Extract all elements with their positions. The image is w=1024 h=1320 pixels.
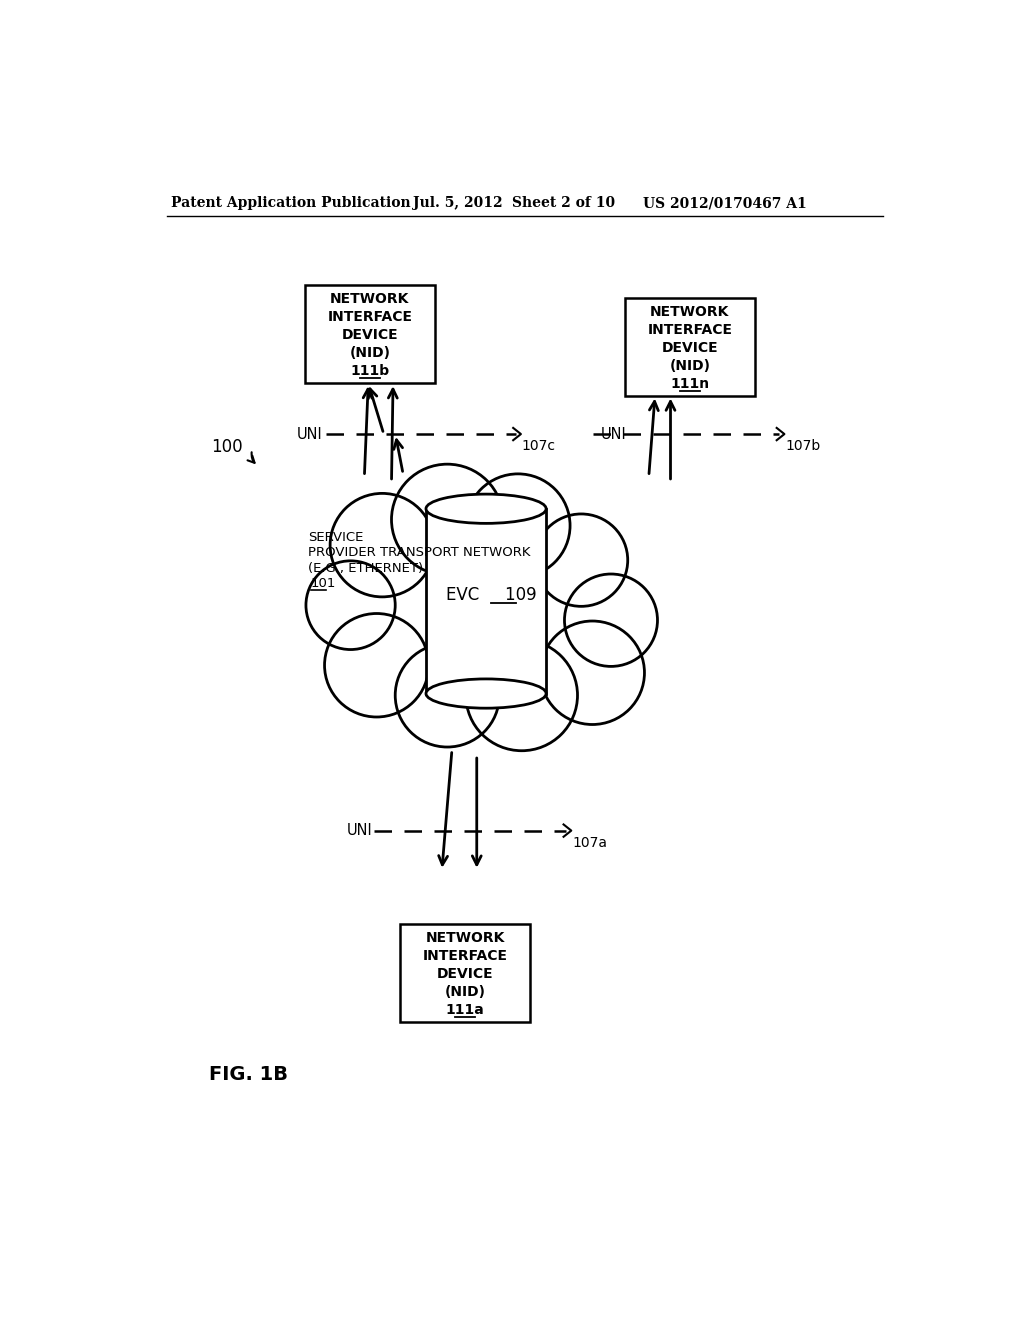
Circle shape bbox=[535, 513, 628, 606]
Circle shape bbox=[541, 620, 644, 725]
Bar bbox=[400, 924, 530, 1022]
Ellipse shape bbox=[327, 508, 643, 718]
Circle shape bbox=[466, 474, 570, 577]
Text: 111b: 111b bbox=[350, 364, 389, 378]
Text: NETWORK: NETWORK bbox=[425, 931, 505, 945]
Bar bbox=[625, 298, 755, 396]
Circle shape bbox=[395, 644, 500, 747]
Text: INTERFACE: INTERFACE bbox=[423, 949, 508, 964]
Text: 107a: 107a bbox=[572, 836, 607, 850]
Text: INTERFACE: INTERFACE bbox=[647, 323, 732, 337]
Text: NETWORK: NETWORK bbox=[330, 292, 410, 306]
Text: 109: 109 bbox=[484, 586, 538, 605]
Text: (NID): (NID) bbox=[670, 359, 711, 372]
Text: DEVICE: DEVICE bbox=[662, 341, 718, 355]
Circle shape bbox=[466, 640, 578, 751]
Circle shape bbox=[564, 574, 657, 667]
Text: UNI: UNI bbox=[297, 426, 323, 442]
Circle shape bbox=[306, 561, 395, 649]
Text: 111a: 111a bbox=[445, 1003, 484, 1016]
Text: (NID): (NID) bbox=[444, 985, 485, 999]
Text: NETWORK: NETWORK bbox=[650, 305, 729, 319]
Text: 107b: 107b bbox=[785, 440, 820, 453]
Ellipse shape bbox=[426, 678, 546, 708]
Text: INTERFACE: INTERFACE bbox=[328, 310, 413, 323]
Text: SERVICE: SERVICE bbox=[308, 531, 364, 544]
Bar bbox=[426, 508, 546, 693]
Ellipse shape bbox=[426, 494, 546, 524]
Text: EVC: EVC bbox=[446, 586, 484, 605]
Text: PROVIDER TRANSPORT NETWORK: PROVIDER TRANSPORT NETWORK bbox=[308, 546, 530, 560]
Text: Jul. 5, 2012: Jul. 5, 2012 bbox=[414, 197, 503, 210]
Text: DEVICE: DEVICE bbox=[437, 968, 494, 981]
Text: FIG. 1B: FIG. 1B bbox=[209, 1065, 289, 1084]
Text: (NID): (NID) bbox=[349, 346, 390, 360]
Text: 107c: 107c bbox=[521, 440, 556, 453]
Text: 111n: 111n bbox=[671, 376, 710, 391]
Circle shape bbox=[391, 465, 503, 576]
Text: Sheet 2 of 10: Sheet 2 of 10 bbox=[512, 197, 614, 210]
Circle shape bbox=[330, 494, 434, 597]
Text: Patent Application Publication: Patent Application Publication bbox=[171, 197, 411, 210]
Circle shape bbox=[325, 614, 429, 717]
Text: UNI: UNI bbox=[601, 426, 627, 442]
Text: US 2012/0170467 A1: US 2012/0170467 A1 bbox=[643, 197, 807, 210]
Text: (E.G., ETHERNET): (E.G., ETHERNET) bbox=[308, 561, 423, 574]
Text: UNI: UNI bbox=[346, 824, 373, 838]
Text: 101: 101 bbox=[311, 577, 336, 590]
Text: 100: 100 bbox=[211, 438, 243, 457]
Bar bbox=[305, 285, 435, 383]
Text: DEVICE: DEVICE bbox=[341, 327, 398, 342]
